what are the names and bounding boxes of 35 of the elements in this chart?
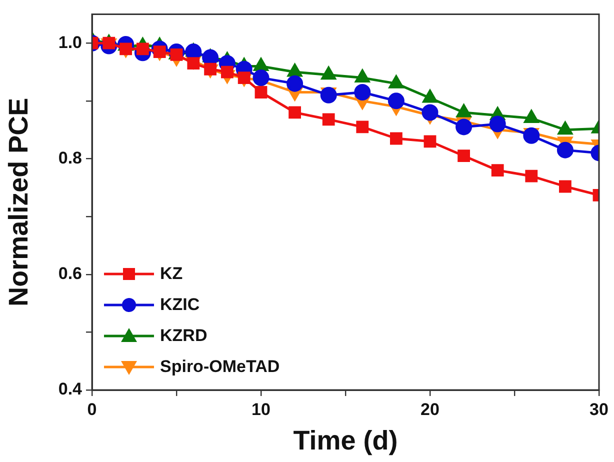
point [221, 66, 234, 78]
point [252, 70, 270, 86]
x-axis-title: Time (d) [293, 425, 398, 456]
point [322, 113, 335, 126]
x-tick-label: 10 [252, 400, 270, 419]
point [422, 104, 438, 121]
point [525, 170, 538, 182]
legend-label: KZIC [160, 294, 200, 314]
point [559, 180, 572, 193]
point [388, 92, 404, 110]
x-tick-label: 30 [590, 400, 608, 419]
point [254, 86, 268, 98]
point [238, 72, 250, 84]
point [356, 120, 369, 134]
point [204, 62, 216, 76]
point [288, 106, 301, 119]
y-axis-title: Normalized PCE [4, 98, 34, 306]
y-tick-label: 0.4 [58, 380, 83, 399]
x-tick-label: 20 [420, 400, 440, 419]
legend-label: Spiro-OMeTAD [160, 356, 280, 376]
legend-label: KZ [160, 264, 183, 284]
point [286, 75, 304, 92]
point [556, 142, 574, 158]
point [354, 84, 371, 100]
point [458, 150, 470, 162]
y-tick-label: 0.8 [58, 148, 82, 168]
point [489, 116, 506, 132]
point [456, 118, 472, 136]
y-tick-label: 0.6 [58, 264, 82, 284]
point [491, 164, 504, 176]
y-tick-label: 1.0 [58, 32, 82, 52]
legend-label: KZRD [160, 326, 208, 346]
point [390, 132, 402, 145]
x-tick-label: 0 [87, 400, 97, 419]
point [424, 135, 436, 148]
